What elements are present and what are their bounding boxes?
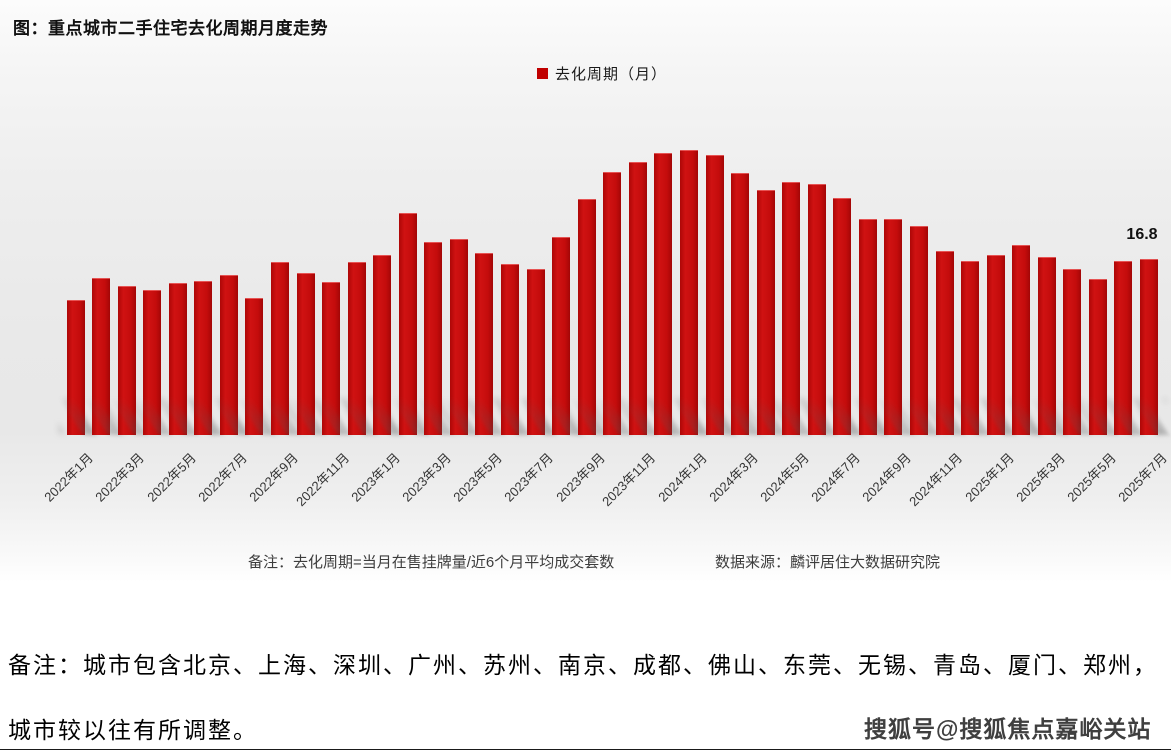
bar-2023年1月 bbox=[373, 254, 392, 435]
bar-2025年3月 bbox=[1037, 256, 1056, 435]
bar-2024年7月 bbox=[833, 197, 852, 435]
bar-2023年6月 bbox=[501, 264, 520, 435]
bar-2023年8月 bbox=[552, 237, 571, 435]
x-tick-label: 2025年5月 bbox=[1064, 450, 1119, 505]
x-tick-label: 2023年11月 bbox=[599, 450, 659, 510]
bar-2024年8月 bbox=[858, 219, 877, 435]
x-tick-label: 2022年3月 bbox=[92, 450, 148, 505]
bar-2022年10月 bbox=[296, 272, 315, 435]
legend-label: 去化周期（月） bbox=[555, 66, 668, 83]
bar-2024年11月 bbox=[935, 250, 954, 435]
bar-plot: 16.8 2022年1月 2022年3月 2022年5月 2022年7月 2022年9月… bbox=[0, 0, 1171, 582]
bar-2022年9月 bbox=[270, 262, 289, 435]
bar-2024年6月 bbox=[807, 184, 826, 435]
bar-2025年5月 bbox=[1088, 278, 1107, 435]
bar-2025年2月 bbox=[1012, 245, 1031, 435]
bar-2022年1月 bbox=[66, 299, 85, 435]
bar-2022年12月 bbox=[347, 262, 366, 435]
bar-2025年6月 bbox=[1114, 261, 1133, 435]
bar-2022年3月 bbox=[117, 286, 136, 435]
bar-2025年7月 bbox=[1140, 259, 1159, 435]
chart-footnote-source: 数据来源：麟评居住大数据研究院 bbox=[715, 554, 941, 571]
x-tick-label: 2024年1月 bbox=[655, 450, 710, 505]
x-tick-label: 2022年7月 bbox=[195, 450, 250, 505]
bar-2024年5月 bbox=[782, 181, 801, 435]
bar-2024年3月 bbox=[731, 172, 750, 435]
bar-2023年9月 bbox=[577, 198, 596, 435]
bar-2024年4月 bbox=[756, 190, 775, 435]
watermark-text: 搜狐号@搜狐焦点嘉峪关站 bbox=[864, 716, 1152, 742]
bar-2023年5月 bbox=[475, 252, 494, 435]
chart-legend: 去化周期（月） bbox=[537, 63, 667, 84]
bar-2022年6月 bbox=[194, 280, 213, 435]
chart-footnote-definition: 备注：去化周期=当月在售挂牌量/近6个月平均成交套数 bbox=[248, 554, 615, 571]
bar-2024年1月 bbox=[679, 149, 698, 435]
chart-panel: 图：重点城市二手住宅去化周期月度走势 去化周期（月） 16.8 2022年1月 2… bbox=[0, 0, 1171, 582]
bar-2025年1月 bbox=[986, 254, 1005, 435]
x-tick-label: 2023年3月 bbox=[399, 450, 455, 505]
bar-2025年4月 bbox=[1063, 269, 1082, 435]
bar-2023年10月 bbox=[603, 171, 622, 435]
x-tick-label: 2023年7月 bbox=[501, 450, 557, 505]
x-tick-label: 2025年3月 bbox=[1012, 450, 1068, 505]
bar-2022年8月 bbox=[245, 297, 264, 435]
bar-2023年4月 bbox=[449, 239, 468, 435]
bottom-note-line2: 城市较以往有所调整。 bbox=[8, 718, 258, 743]
bottom-divider bbox=[0, 749, 1171, 750]
bar-2023年7月 bbox=[526, 269, 545, 435]
bar-2024年2月 bbox=[705, 154, 724, 435]
x-tick-label: 2022年1月 bbox=[41, 450, 97, 505]
legend-swatch-icon bbox=[537, 68, 548, 79]
bar-2022年2月 bbox=[92, 277, 111, 435]
bar-2023年11月 bbox=[628, 162, 647, 435]
chart-title: 图：重点城市二手住宅去化周期月度走势 bbox=[13, 19, 328, 38]
bar-2023年12月 bbox=[654, 152, 673, 435]
bar-2023年2月 bbox=[398, 213, 417, 435]
x-tick-label: 2025年7月 bbox=[1115, 450, 1170, 505]
x-tick-label: 2024年3月 bbox=[706, 450, 761, 505]
x-tick-label: 2024年7月 bbox=[808, 450, 864, 505]
bar-2022年4月 bbox=[143, 290, 162, 435]
bar-2024年12月 bbox=[961, 261, 980, 435]
x-tick-label: 2022年5月 bbox=[143, 450, 199, 505]
x-tick-label: 2025年1月 bbox=[961, 450, 1017, 505]
x-tick-label: 2024年5月 bbox=[757, 450, 812, 505]
bar-2024年9月 bbox=[884, 219, 903, 435]
bar-2022年11月 bbox=[322, 281, 341, 435]
bar-2022年7月 bbox=[219, 274, 238, 435]
x-tick-label: 2024年11月 bbox=[906, 450, 966, 510]
x-tick-label: 2023年1月 bbox=[348, 450, 403, 505]
x-tick-label: 2023年5月 bbox=[450, 450, 506, 505]
bottom-note-line1: 备注：城市包含北京、上海、深圳、广州、苏州、南京、成都、佛山、东莞、无锡、青岛、… bbox=[8, 653, 1158, 678]
bar-2024年10月 bbox=[909, 225, 928, 435]
bar-2023年3月 bbox=[424, 242, 443, 435]
last-value-label: 16.8 bbox=[1126, 226, 1158, 243]
bar-2022年5月 bbox=[168, 282, 187, 435]
x-tick-label: 2022年11月 bbox=[292, 450, 352, 510]
